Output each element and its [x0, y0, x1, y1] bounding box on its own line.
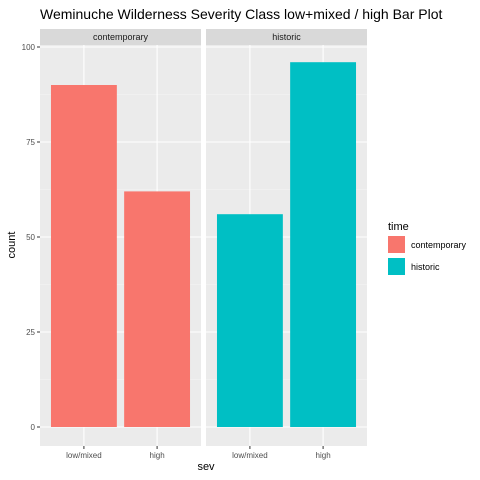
legend-item-contemporary: contemporary — [388, 236, 467, 253]
x-tick-label: high — [150, 451, 165, 460]
legend-swatch — [388, 258, 405, 275]
y-tick-label: 25 — [26, 328, 35, 337]
facet-panels: contemporary low/mixed high historic low/mix… — [40, 29, 367, 460]
x-tick-label: low/mixed — [232, 451, 268, 460]
y-axis-title: count — [6, 232, 18, 259]
facet-strip-label: historic — [272, 32, 301, 42]
legend-swatch — [388, 236, 405, 253]
bar-contemporary-low/mixed — [50, 85, 117, 427]
chart-title: Weminuche Wilderness Severity Class low+… — [40, 6, 443, 22]
y-tick-label: 0 — [31, 423, 36, 432]
bar-historic-high — [290, 62, 357, 427]
y-axis: 0 25 50 75 100 — [22, 43, 40, 432]
facet-strip-label: contemporary — [93, 32, 149, 42]
bar-historic-low/mixed — [216, 214, 283, 427]
facet-panel-historic: historic low/mixed high — [206, 29, 367, 460]
bar-contemporary-high — [124, 191, 191, 427]
facet-strip — [40, 29, 201, 45]
y-tick-label: 75 — [26, 138, 35, 147]
y-tick-label: 50 — [26, 233, 35, 242]
y-tick-label: 100 — [22, 43, 36, 52]
x-axis-title: sev — [197, 461, 215, 473]
legend-title: time — [388, 221, 409, 233]
legend-label: historic — [411, 262, 440, 272]
facet-panel-contemporary: contemporary low/mixed high — [40, 29, 201, 460]
legend-item-historic: historic — [388, 258, 440, 275]
legend-label: contemporary — [411, 240, 467, 250]
x-tick-label: high — [316, 451, 331, 460]
facet-strip — [206, 29, 367, 45]
legend: time contemporary historic — [388, 221, 467, 275]
x-tick-label: low/mixed — [66, 451, 102, 460]
